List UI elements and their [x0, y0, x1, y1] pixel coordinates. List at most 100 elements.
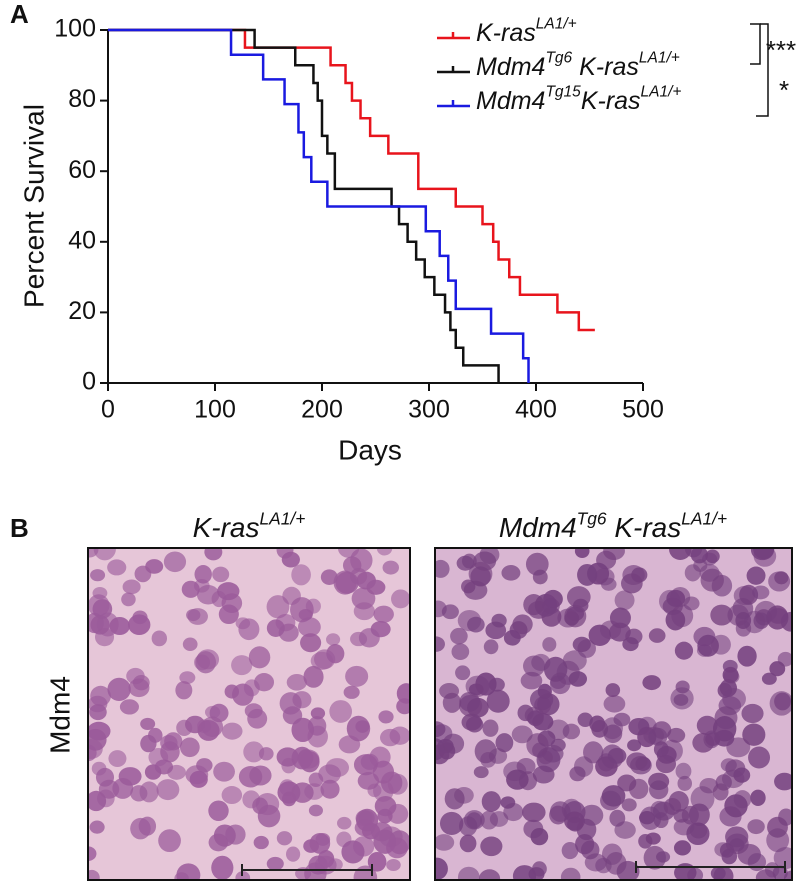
nucleus	[439, 682, 460, 699]
significance: ***	[766, 35, 796, 65]
nucleus	[667, 727, 686, 743]
nucleus	[741, 703, 764, 724]
nucleus	[675, 680, 690, 694]
nucleus	[589, 715, 606, 733]
nucleus	[656, 851, 671, 863]
nucleus	[376, 548, 393, 556]
nucleus	[621, 798, 637, 812]
nucleus	[221, 722, 243, 740]
x-tick-label: 100	[194, 396, 236, 424]
nucleus	[176, 719, 193, 736]
nucleus	[722, 688, 746, 710]
nucleus	[182, 637, 198, 651]
nucleus	[435, 559, 450, 578]
nucleus	[122, 579, 141, 595]
nucleus	[88, 846, 97, 861]
nucleus	[769, 661, 786, 677]
nucleus	[309, 833, 331, 854]
nucleus	[607, 747, 627, 764]
survival-curve	[108, 28, 500, 383]
nucleus	[574, 548, 590, 559]
nucleus	[380, 728, 401, 747]
nucleus	[354, 819, 375, 837]
nucleus	[614, 590, 635, 611]
nucleus	[674, 641, 694, 660]
nucleus	[396, 698, 410, 715]
nucleus	[737, 645, 757, 667]
nucleus	[291, 564, 311, 586]
nucleus	[370, 822, 393, 842]
nucleus	[750, 789, 766, 806]
x-tick-label: 400	[515, 396, 557, 424]
nucleus	[90, 615, 110, 635]
significance: *	[779, 75, 789, 105]
nucleus	[174, 872, 189, 880]
nucleus	[112, 777, 134, 799]
superscript: LA1/+	[641, 84, 682, 101]
nucleus	[692, 732, 715, 753]
nucleus	[512, 614, 533, 635]
nucleus	[218, 604, 239, 625]
nucleus	[732, 598, 754, 620]
nucleus	[577, 563, 598, 586]
nucleus	[97, 789, 115, 808]
nucleus	[380, 771, 403, 794]
nucleus	[435, 834, 455, 851]
superscript: Tg6	[577, 508, 607, 528]
nucleus	[562, 650, 587, 671]
nucleus	[575, 834, 595, 855]
nucleus	[748, 746, 771, 769]
nucleus	[457, 866, 480, 880]
nucleus	[254, 673, 275, 692]
nucleus	[714, 729, 735, 747]
nucleus	[303, 665, 324, 688]
nucleus	[560, 867, 581, 880]
nucleus	[486, 689, 510, 713]
text: K-ras	[581, 87, 641, 115]
x-tick-label: 300	[408, 396, 450, 424]
nucleus	[723, 669, 740, 684]
nucleus	[675, 762, 692, 780]
nucleus	[107, 559, 127, 576]
nucleus	[391, 589, 410, 609]
nucleus	[488, 677, 505, 692]
nucleus	[774, 571, 789, 585]
nucleus	[747, 819, 765, 835]
nucleus	[238, 618, 260, 641]
nucleus	[345, 665, 369, 687]
nucleus	[441, 604, 459, 620]
nucleus	[266, 595, 290, 619]
nucleus	[197, 719, 220, 741]
nucleus	[140, 717, 156, 730]
nucleus	[609, 607, 631, 629]
nucleus	[356, 571, 376, 590]
nucleus	[752, 548, 775, 560]
nucleus	[733, 767, 751, 783]
nucleus	[690, 548, 709, 564]
nucleus	[480, 810, 498, 830]
row-label: Mdm4	[44, 676, 75, 754]
label: K-rasLA1/+	[476, 16, 577, 47]
nucleus	[742, 723, 766, 746]
nucleus	[673, 840, 692, 856]
nucleus	[243, 741, 265, 763]
nucleus	[626, 752, 648, 771]
nucleus	[773, 846, 792, 870]
nucleus	[151, 630, 168, 647]
nucleus	[281, 757, 296, 774]
nucleus	[212, 566, 230, 583]
nucleus	[435, 857, 448, 880]
nucleus	[343, 685, 360, 699]
nucleus	[292, 691, 312, 709]
nucleus	[481, 791, 502, 812]
nucleus	[737, 843, 761, 865]
nucleus	[495, 733, 514, 753]
nucleus	[442, 733, 465, 754]
label: Mdm4Tg6 K-rasLA1/+	[476, 50, 680, 81]
nucleus	[189, 770, 208, 788]
text: K-ras	[607, 512, 682, 543]
nucleus	[279, 779, 295, 796]
nucleus	[549, 805, 568, 825]
nucleus	[167, 764, 186, 780]
panel-label: B	[10, 513, 29, 543]
